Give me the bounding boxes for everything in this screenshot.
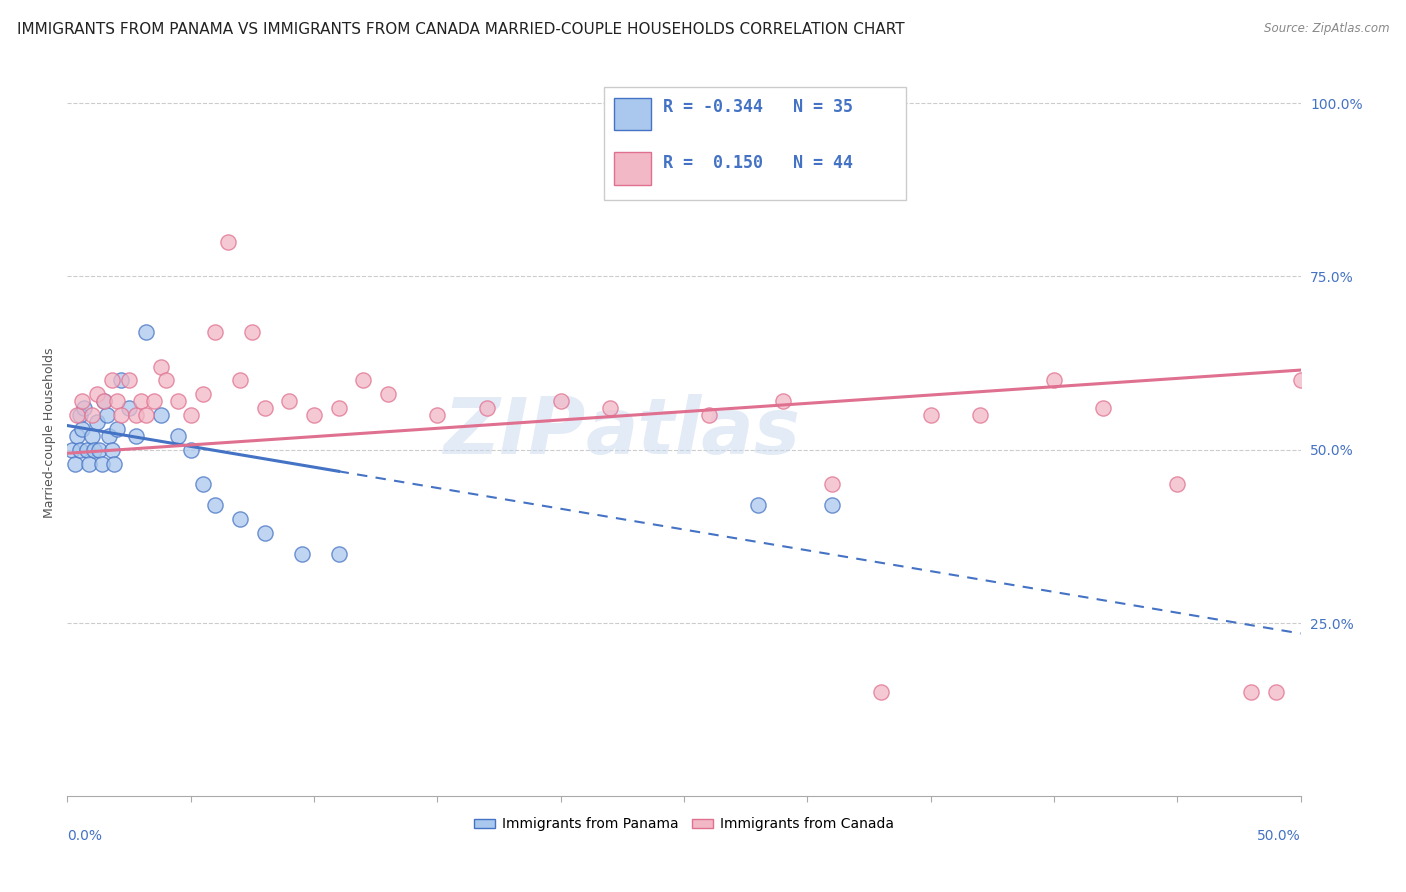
- Point: [426, 408, 449, 422]
- Point: [550, 394, 572, 409]
- Point: [63, 457, 86, 471]
- Point: [110, 408, 132, 422]
- Point: [135, 325, 157, 339]
- Point: [747, 498, 769, 512]
- Point: [167, 394, 190, 409]
- Point: [229, 374, 252, 388]
- Text: IMMIGRANTS FROM PANAMA VS IMMIGRANTS FROM CANADA MARRIED-COUPLE HOUSEHOLDS CORRE: IMMIGRANTS FROM PANAMA VS IMMIGRANTS FRO…: [17, 22, 904, 37]
- Text: R = -0.344   N = 35: R = -0.344 N = 35: [662, 98, 853, 116]
- Point: [93, 394, 115, 409]
- Point: [66, 429, 89, 443]
- Legend: Immigrants from Panama, Immigrants from Canada: Immigrants from Panama, Immigrants from …: [468, 812, 900, 837]
- Point: [155, 374, 177, 388]
- Point: [118, 374, 141, 388]
- Point: [217, 235, 239, 249]
- Point: [821, 477, 844, 491]
- Point: [66, 408, 89, 422]
- Point: [79, 457, 101, 471]
- Point: [125, 408, 148, 422]
- Point: [229, 512, 252, 526]
- Point: [821, 498, 844, 512]
- Point: [60, 442, 83, 457]
- Text: Source: ZipAtlas.com: Source: ZipAtlas.com: [1264, 22, 1389, 36]
- Point: [1264, 685, 1286, 699]
- FancyBboxPatch shape: [613, 153, 651, 185]
- Point: [377, 387, 399, 401]
- Point: [1289, 374, 1312, 388]
- Point: [204, 325, 226, 339]
- Point: [1166, 477, 1188, 491]
- Point: [70, 394, 93, 409]
- Point: [93, 394, 115, 409]
- Point: [96, 408, 118, 422]
- Text: R =  0.150   N = 44: R = 0.150 N = 44: [662, 154, 853, 172]
- Point: [89, 442, 111, 457]
- Point: [142, 394, 165, 409]
- Y-axis label: Married-couple Households: Married-couple Households: [44, 347, 56, 517]
- Point: [599, 401, 621, 416]
- Point: [191, 477, 214, 491]
- Point: [105, 422, 128, 436]
- Point: [110, 374, 132, 388]
- Point: [105, 394, 128, 409]
- Point: [1092, 401, 1115, 416]
- Point: [103, 457, 125, 471]
- Point: [969, 408, 991, 422]
- Point: [870, 685, 893, 699]
- Point: [80, 408, 103, 422]
- Point: [475, 401, 498, 416]
- Point: [69, 442, 91, 457]
- Text: atlas: atlas: [585, 394, 800, 470]
- Point: [118, 401, 141, 416]
- Point: [240, 325, 263, 339]
- Point: [191, 387, 214, 401]
- Point: [69, 408, 91, 422]
- Point: [328, 401, 350, 416]
- Point: [86, 387, 108, 401]
- Point: [149, 359, 172, 374]
- Point: [76, 442, 98, 457]
- Point: [920, 408, 942, 422]
- Point: [100, 442, 122, 457]
- Point: [70, 422, 93, 436]
- FancyBboxPatch shape: [603, 87, 905, 200]
- Point: [772, 394, 794, 409]
- Point: [180, 408, 202, 422]
- Point: [98, 429, 121, 443]
- Point: [290, 547, 312, 561]
- Point: [167, 429, 190, 443]
- Point: [129, 394, 152, 409]
- Text: ZIP: ZIP: [443, 394, 585, 470]
- Point: [125, 429, 148, 443]
- Point: [149, 408, 172, 422]
- Text: 0.0%: 0.0%: [67, 830, 103, 843]
- Point: [204, 498, 226, 512]
- Text: 50.0%: 50.0%: [1257, 830, 1301, 843]
- Point: [1240, 685, 1263, 699]
- Point: [180, 442, 202, 457]
- Point: [302, 408, 325, 422]
- Point: [86, 415, 108, 429]
- FancyBboxPatch shape: [613, 97, 651, 130]
- Point: [1043, 374, 1066, 388]
- Point: [83, 442, 105, 457]
- Point: [328, 547, 350, 561]
- Point: [73, 401, 96, 416]
- Point: [253, 526, 276, 541]
- Point: [100, 374, 122, 388]
- Point: [352, 374, 374, 388]
- Point: [278, 394, 301, 409]
- Point: [90, 457, 112, 471]
- Point: [135, 408, 157, 422]
- Point: [80, 429, 103, 443]
- Point: [697, 408, 720, 422]
- Point: [253, 401, 276, 416]
